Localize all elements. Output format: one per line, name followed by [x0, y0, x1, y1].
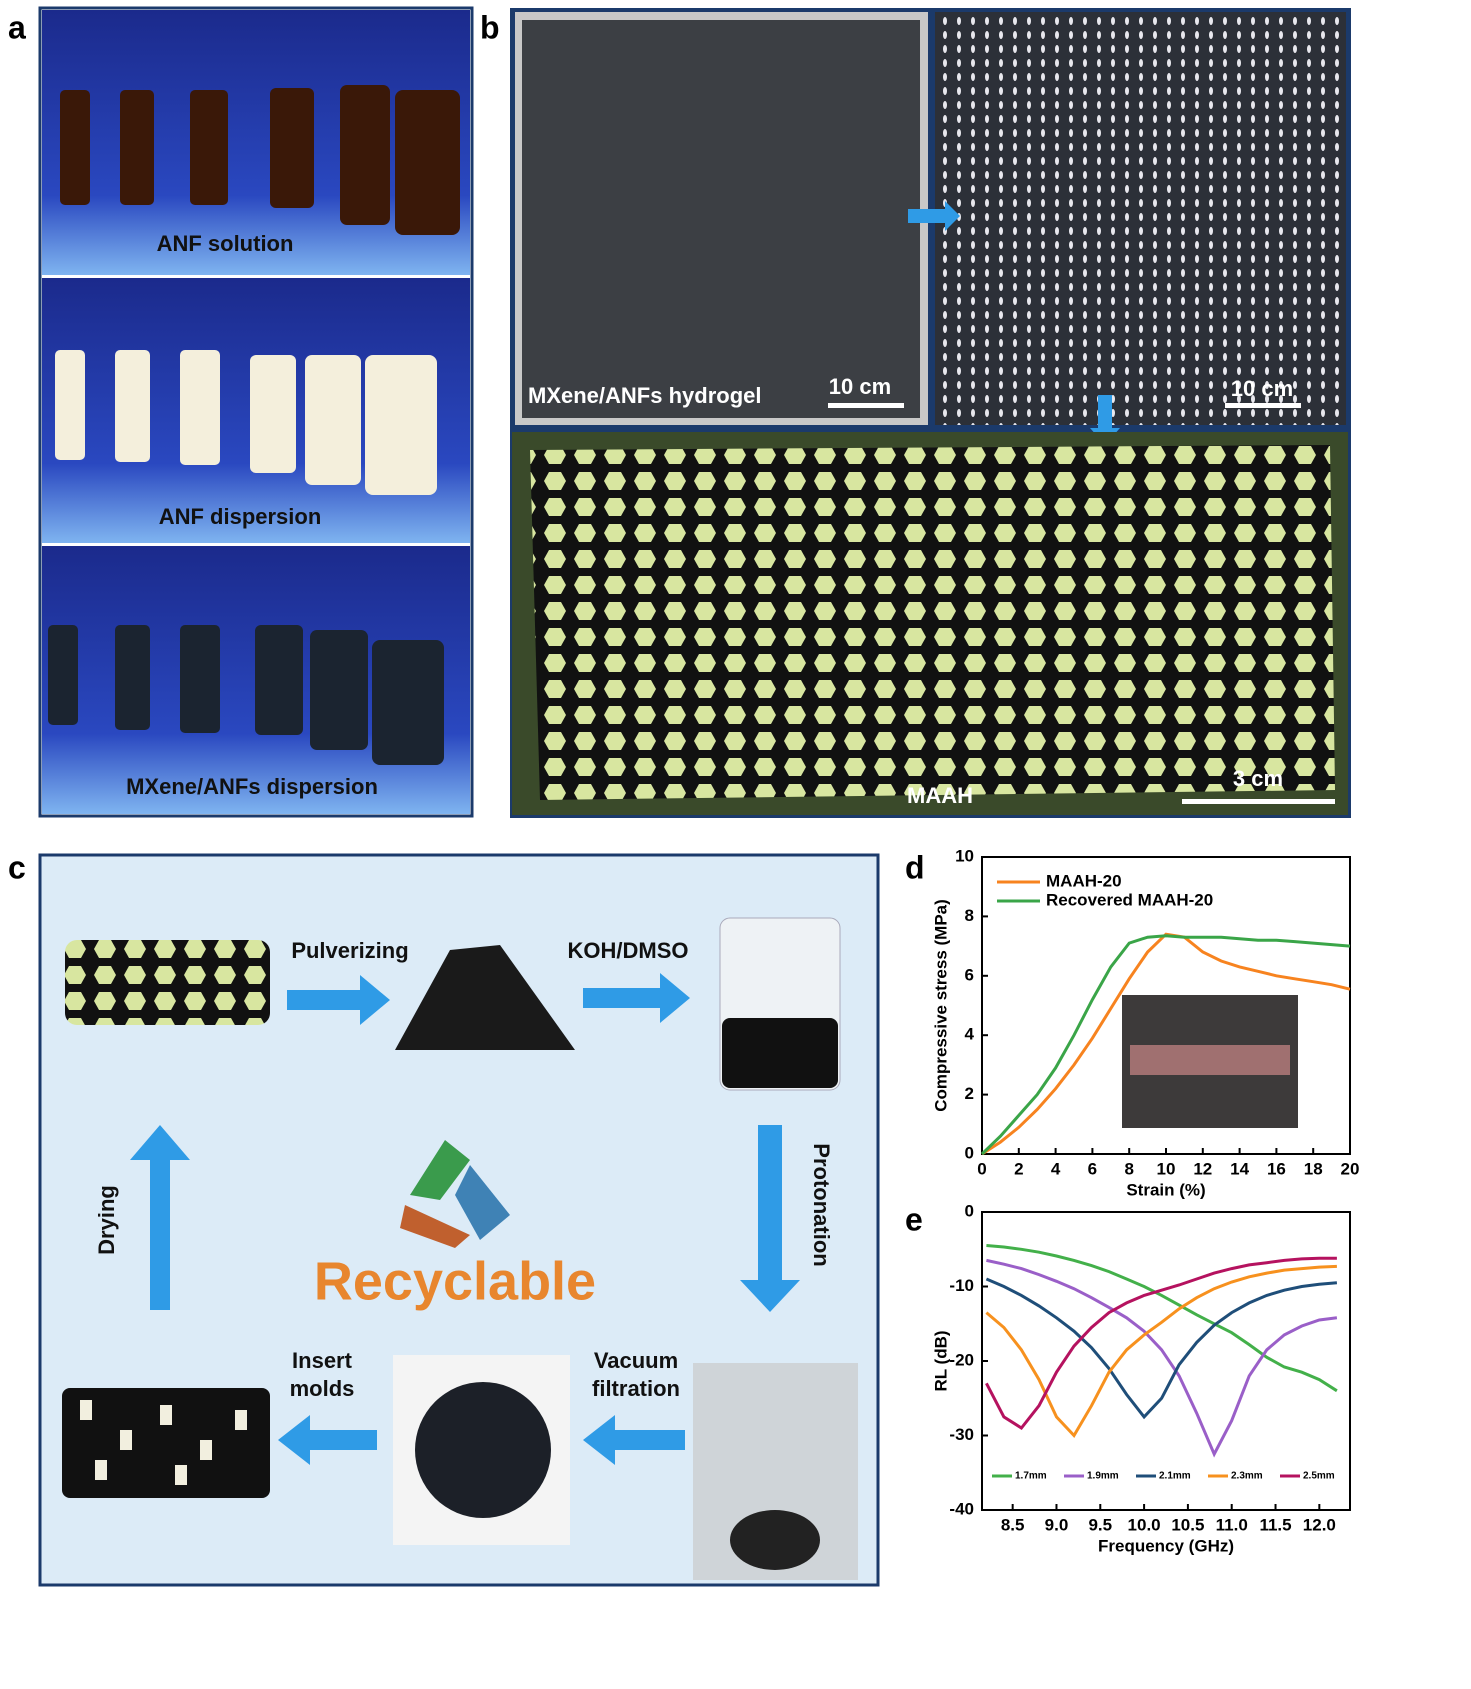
- beaker-liquid: [722, 1018, 838, 1088]
- step-label: Protonation: [809, 1143, 834, 1266]
- x-tick-label: 9.5: [1088, 1515, 1112, 1534]
- panel-frame: [38, 6, 474, 818]
- legend-label: Recovered MAAH-20: [1046, 890, 1213, 909]
- photo: [935, 12, 1346, 425]
- scale-label: 3 cm: [1233, 766, 1283, 791]
- y-tick-label: 0: [965, 1143, 974, 1162]
- x-tick-label: 6: [1088, 1159, 1097, 1178]
- y-tick-label: 4: [965, 1025, 975, 1044]
- x-axis-label: Frequency (GHz): [1098, 1536, 1234, 1555]
- caption: ANF dispersion: [159, 504, 322, 529]
- panel-label: d: [905, 849, 925, 885]
- x-tick-label: 8.5: [1001, 1515, 1025, 1534]
- caption: MXene/ANFs hydrogel: [528, 383, 761, 408]
- scale-bar: [1225, 403, 1301, 408]
- arrow: [278, 1415, 377, 1465]
- series-line: [986, 1244, 1338, 1393]
- bottles: [55, 350, 437, 495]
- x-tick-label: 20: [1341, 1159, 1360, 1178]
- y-tick-label: -40: [949, 1499, 974, 1518]
- x-tick-label: 10: [1157, 1159, 1176, 1178]
- hydrogel: [522, 20, 920, 418]
- x-tick-label: 11.5: [1259, 1515, 1291, 1534]
- vacuum-liquid: [730, 1510, 820, 1570]
- step-label: Drying: [94, 1185, 119, 1255]
- x-tick-label: 9.0: [1045, 1515, 1069, 1534]
- caption: MXene/ANFs dispersion: [126, 774, 378, 799]
- powder-photo: [395, 945, 575, 1050]
- series-line: [985, 1256, 1337, 1430]
- arrow: [740, 1125, 800, 1312]
- filtration-cake: [415, 1382, 551, 1518]
- x-tick-label: 0: [977, 1159, 986, 1178]
- y-tick-label: -10: [949, 1276, 974, 1295]
- x-tick-label: 12: [1193, 1159, 1212, 1178]
- step-label: Pulverizing: [291, 938, 408, 963]
- panel-label: e: [905, 1201, 923, 1237]
- step-label: KOH/DMSO: [568, 938, 689, 963]
- arrow: [908, 201, 960, 231]
- honeycomb-photo: [65, 940, 270, 1025]
- x-tick-label: 10.5: [1171, 1515, 1204, 1534]
- y-tick-label: -20: [949, 1350, 974, 1369]
- step-label: molds: [290, 1376, 355, 1401]
- y-tick-label: 2: [965, 1084, 974, 1103]
- arrow: [287, 975, 390, 1025]
- plot-frame: [981, 1211, 1351, 1511]
- step-label: Vacuum: [594, 1348, 678, 1373]
- mold-photo: [62, 1388, 270, 1498]
- step-label: Insert: [292, 1348, 353, 1373]
- series-line: [980, 934, 1351, 1156]
- caption: MAAH: [907, 783, 973, 808]
- maah-honeycomb: [530, 445, 1335, 800]
- caption: ANF solution: [157, 231, 294, 256]
- x-axis-label: Strain (%): [1126, 1180, 1205, 1199]
- legend-label: 1.7mm: [1015, 1471, 1047, 1482]
- y-tick-label: 10: [955, 846, 974, 865]
- x-tick-label: 10.0: [1128, 1515, 1161, 1534]
- bottles: [60, 85, 460, 235]
- arrow: [583, 1415, 685, 1465]
- mold-pegs: [80, 1400, 247, 1485]
- center-label: Recyclable: [314, 1251, 596, 1311]
- scale-bar: [1182, 799, 1335, 804]
- legend-label: 2.5mm: [1303, 1471, 1335, 1482]
- bottles: [48, 625, 444, 765]
- arrow: [583, 973, 690, 1023]
- scale-label: 10 cm: [1231, 376, 1293, 401]
- step-label: filtration: [592, 1376, 680, 1401]
- y-tick-label: -30: [949, 1425, 974, 1444]
- y-tick-label: 0: [965, 1201, 974, 1220]
- scale-bar: [828, 403, 904, 408]
- series-line: [985, 1277, 1338, 1420]
- series-line: [986, 1258, 1338, 1458]
- panel-label: c: [8, 849, 26, 885]
- panel-label: b: [480, 9, 500, 45]
- legend-label: 2.1mm: [1159, 1471, 1191, 1482]
- y-tick-label: 6: [965, 965, 974, 984]
- arrow: [130, 1125, 190, 1310]
- x-tick-label: 2: [1014, 1159, 1023, 1178]
- y-tick-label: 8: [965, 906, 974, 925]
- legend-label: 1.9mm: [1087, 1471, 1119, 1482]
- x-tick-label: 18: [1304, 1159, 1323, 1178]
- panel-label: a: [8, 9, 26, 45]
- x-tick-label: 16: [1267, 1159, 1286, 1178]
- y-axis-label: Compressive stress (MPa): [931, 899, 950, 1112]
- recycle-icon: [400, 1140, 510, 1248]
- legend-label: 2.3mm: [1231, 1471, 1263, 1482]
- y-axis-label: RL (dB): [931, 1330, 950, 1391]
- x-tick-label: 14: [1230, 1159, 1249, 1178]
- x-tick-label: 8: [1124, 1159, 1133, 1178]
- x-tick-label: 12.0: [1303, 1515, 1336, 1534]
- x-tick-label: 4: [1051, 1159, 1061, 1178]
- inset-sample: [1130, 1045, 1290, 1075]
- legend-label: MAAH-20: [1046, 871, 1122, 890]
- x-tick-label: 11.0: [1216, 1515, 1248, 1534]
- scale-label: 10 cm: [829, 374, 891, 399]
